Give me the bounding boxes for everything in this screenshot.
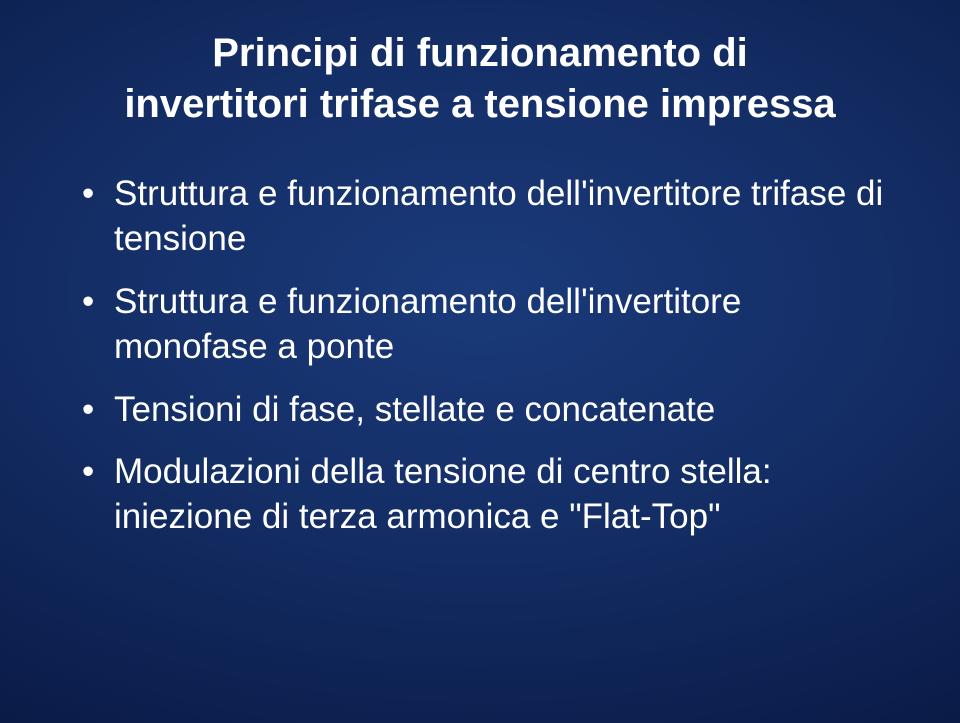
title-line-2: invertitori trifase a tensione impressa — [60, 79, 900, 130]
bullet-list: Struttura e funzionamento dell'invertito… — [82, 172, 900, 540]
bullet-item: Modulazioni della tensione di centro ste… — [82, 450, 900, 540]
bullet-text: Modulazioni della tensione di centro ste… — [114, 452, 772, 536]
slide-title: Principi di funzionamento di invertitori… — [60, 28, 900, 130]
title-line-1: Principi di funzionamento di — [60, 28, 900, 79]
bullet-text: Tensioni di fase, stellate e concatenate — [114, 390, 715, 429]
bullet-item: Struttura e funzionamento dell'invertito… — [82, 280, 900, 370]
bullet-text: Struttura e funzionamento dell'invertito… — [114, 174, 883, 258]
bullet-item: Tensioni di fase, stellate e concatenate — [82, 388, 900, 433]
bullet-text: Struttura e funzionamento dell'invertito… — [114, 282, 741, 366]
slide: Principi di funzionamento di invertitori… — [0, 0, 960, 723]
bullet-item: Struttura e funzionamento dell'invertito… — [82, 172, 900, 262]
